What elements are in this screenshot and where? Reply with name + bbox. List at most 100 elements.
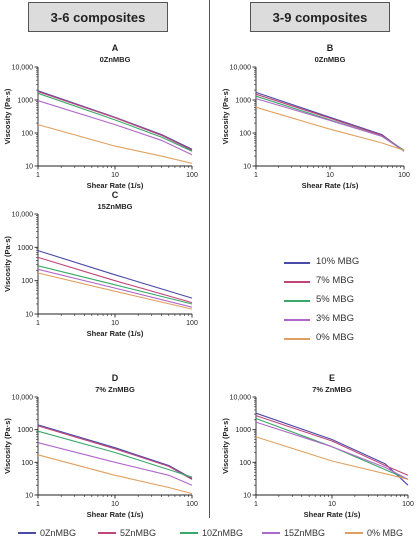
x-tick-label: 100 [398,172,410,179]
panel-subtitle: 0ZnMBG [100,55,131,64]
series-line [37,124,193,164]
panel-letter: A [112,43,119,53]
series-line [37,424,193,479]
legend-label: 0ZnMBG [40,528,77,538]
y-tick-label: 1000 [235,98,251,105]
series-line [255,436,409,480]
y-tick-label: 1000 [17,98,33,105]
x-tick-label: 1 [36,320,40,327]
x-tick-label: 100 [186,320,198,327]
legend-item: 7% MBG [278,274,398,288]
y-tick-label: 1000 [17,427,33,434]
x-axis-title: Shear Rate (1/s) [87,510,144,519]
panel-subtitle: 7% ZnMBG [95,385,135,394]
legend-swatch [284,338,310,340]
x-tick-label: 100 [402,501,414,508]
x-tick-label: 100 [186,501,198,508]
series-line [37,90,193,150]
panel-letter: C [112,190,119,200]
legend-label: 10% MBG [316,256,360,267]
legend-item: 3% MBG [278,312,398,326]
series-line [37,92,193,152]
x-tick-label: 10 [326,172,334,179]
series-line [37,250,193,299]
series-line [255,421,409,480]
panel-subtitle: 0ZnMBG [315,55,346,64]
panel-subtitle: 15ZnMBG [97,202,132,211]
legend-swatch [284,319,310,321]
x-axis-title: Shear Rate (1/s) [87,329,144,338]
series-line [37,268,193,308]
series-line [255,415,409,476]
right-group-header: 3-9 composites [250,2,390,32]
panel-letter: D [112,373,119,383]
x-tick-label: 1 [254,172,258,179]
series-line [255,98,405,152]
y-tick-label: 10,000 [12,395,34,402]
legend-item: 5% MBG [278,293,398,307]
legend-swatch [18,532,36,534]
legend-swatch [345,532,363,534]
y-tick-label: 10 [243,164,251,171]
legend-item: 0% MBG [278,331,398,345]
y-tick-label: 100 [21,460,33,467]
series-line [255,106,405,151]
y-tick-label: 10,000 [12,212,34,219]
x-tick-label: 100 [186,172,198,179]
legend-label: 5% MBG [316,294,355,305]
legend-label: 5ZnMBG [120,528,157,538]
x-tick-label: 10 [328,501,336,508]
y-axis-title: Viscosity (Pa·s) [3,236,12,292]
x-tick-label: 10 [111,320,119,327]
x-tick-label: 1 [36,172,40,179]
y-tick-label: 10,000 [230,395,252,402]
legend-label: 0% MBG [367,528,404,538]
series-line [255,417,409,480]
legend-label: 3% MBG [316,313,355,324]
y-tick-label: 10 [243,493,251,500]
series-line [37,100,193,156]
series-line [37,256,193,304]
y-axis-title: Viscosity (Pa·s) [3,418,12,474]
y-axis-title: Viscosity (Pa·s) [3,88,12,144]
legend-label: 7% MBG [316,275,355,286]
y-tick-label: 10 [25,164,33,171]
y-tick-label: 100 [21,278,33,285]
x-axis-title: Shear Rate (1/s) [302,181,359,190]
y-tick-label: 100 [239,131,251,138]
y-axis-title: Viscosity (Pa·s) [221,88,230,144]
y-tick-label: 10,000 [230,65,252,72]
series-line [37,454,193,495]
series-line [37,272,193,310]
series-line [255,93,405,151]
series-line [37,265,193,305]
y-tick-label: 10 [25,493,33,500]
legend-znmbg: 0ZnMBG 5ZnMBG 10ZnMBG 15ZnMBG 0% MBG [0,523,419,543]
series-line [37,442,193,486]
series-line [255,412,409,486]
x-axis-title: Shear Rate (1/s) [87,181,144,190]
legend-label: 0% MBG [316,332,355,343]
legend-swatch [284,300,310,302]
y-tick-label: 1000 [235,427,251,434]
left-group-header: 3-6 composites [28,2,168,32]
panel-letter: B [327,43,334,53]
series-line [255,95,405,151]
x-tick-label: 1 [36,501,40,508]
legend-swatch [262,532,280,534]
x-tick-label: 10 [111,501,119,508]
legend-swatch [98,532,116,534]
series-line [37,430,193,478]
x-axis-title: Shear Rate (1/s) [304,510,361,519]
panel-subtitle: 7% ZnMBG [312,385,352,394]
legend-item: 10% MBG [278,255,398,269]
legend-swatch [180,532,198,534]
legend-label: 10ZnMBG [202,528,244,538]
x-tick-label: 1 [254,501,258,508]
